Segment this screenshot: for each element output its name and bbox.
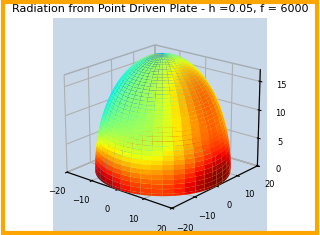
Title: Radiation from Point Driven Plate - h =0.05, f = 6000: Radiation from Point Driven Plate - h =0… (12, 4, 308, 14)
